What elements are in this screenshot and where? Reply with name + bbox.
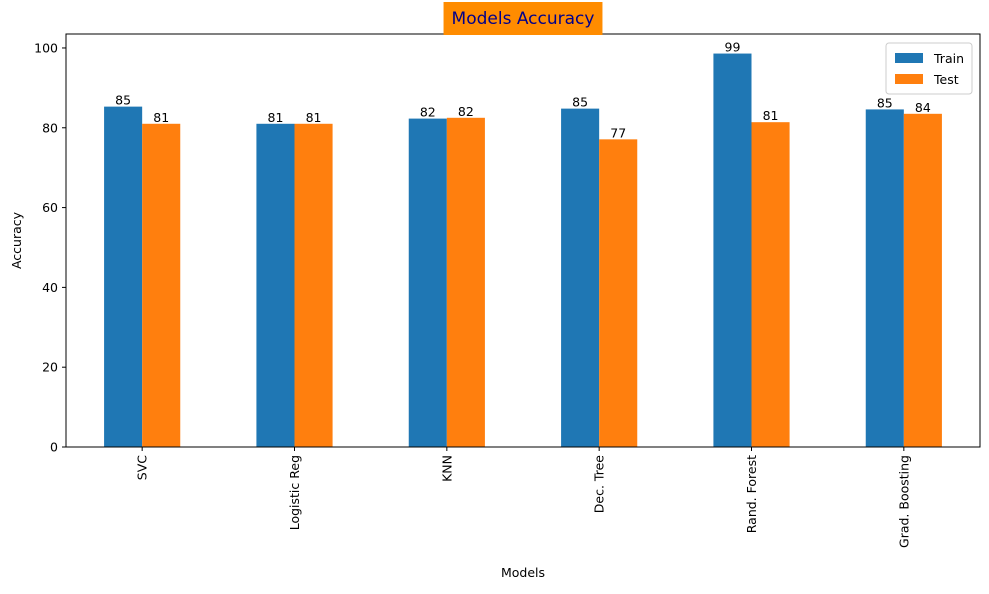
bar-value-label: 81 <box>153 110 169 125</box>
y-tick-label: 20 <box>42 360 58 375</box>
x-tick-label: Logistic Reg <box>287 455 302 530</box>
x-tick-label: KNN <box>439 455 454 482</box>
chart-title: Models Accuracy <box>452 9 595 29</box>
bar-value-label: 81 <box>306 110 322 125</box>
bar-value-label: 81 <box>268 110 284 125</box>
y-tick-label: 100 <box>34 40 58 55</box>
bar-train-4 <box>713 53 752 447</box>
bar-test-5 <box>903 113 942 447</box>
x-tick-label: Rand. Forest <box>744 455 759 533</box>
bar-value-label: 85 <box>572 95 588 110</box>
bar-test-0 <box>142 123 181 448</box>
bar-test-3 <box>599 139 638 448</box>
bar-value-label: 82 <box>458 104 474 119</box>
y-tick-label: 40 <box>42 280 58 295</box>
x-tick-label: Dec. Tree <box>592 455 607 513</box>
bar-value-label: 99 <box>725 40 741 55</box>
y-tick-label: 60 <box>42 200 58 215</box>
bar-value-label: 77 <box>610 125 626 140</box>
bar-value-label: 81 <box>763 108 779 123</box>
bar-value-label: 84 <box>915 100 931 115</box>
bar-train-2 <box>408 118 447 448</box>
bar-test-4 <box>751 122 790 448</box>
y-axis-label: Accuracy <box>9 211 24 269</box>
legend-swatch-test <box>895 74 923 84</box>
bar-train-0 <box>104 106 143 448</box>
legend-label-train: Train <box>933 51 964 66</box>
title-box <box>443 2 603 35</box>
bar-train-3 <box>561 108 600 447</box>
bar-test-1 <box>294 123 333 448</box>
bar-test-2 <box>446 117 485 447</box>
bar-value-label: 82 <box>420 105 436 120</box>
y-tick-label: 80 <box>42 120 58 135</box>
bar-value-label: 85 <box>877 95 893 110</box>
y-tick-label: 0 <box>50 440 58 455</box>
bar-train-5 <box>865 109 904 447</box>
x-tick-label: Grad. Boosting <box>896 455 911 548</box>
bar-train-1 <box>256 123 295 448</box>
plot-frame <box>65 33 981 448</box>
x-tick-label: SVC <box>135 455 150 480</box>
x-axis-label: Models <box>501 565 545 580</box>
legend-label-test: Test <box>933 72 959 87</box>
legend-swatch-train <box>895 53 923 63</box>
bar-value-label: 85 <box>115 93 131 108</box>
